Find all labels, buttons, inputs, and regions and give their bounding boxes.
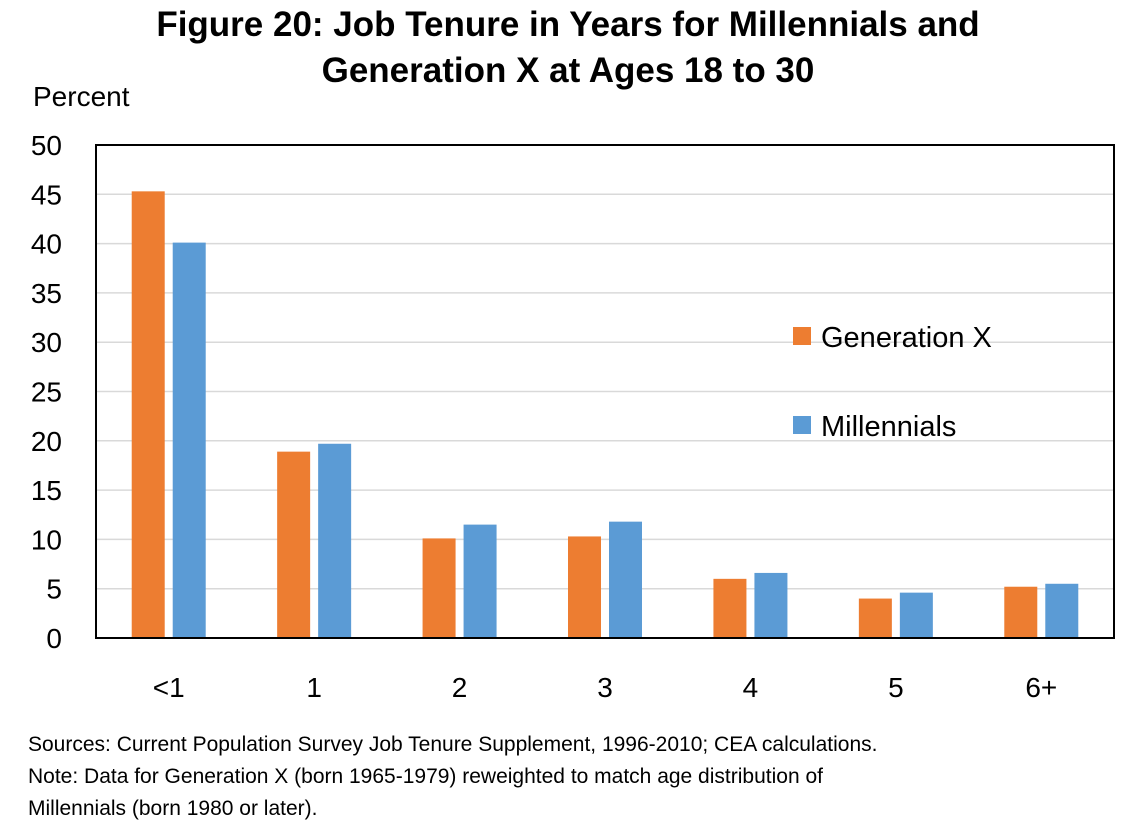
legend-label: Generation X (821, 322, 992, 354)
x-tick-label: 5 (888, 672, 904, 703)
bar-millennials (609, 521, 642, 638)
x-tick-label: 1 (306, 672, 322, 703)
legend-label: Millennials (821, 411, 956, 443)
legend: Generation X Millennials (793, 322, 992, 443)
y-tick-label: 30 (31, 327, 62, 358)
note-line-2: Note: Data for Generation X (born 1965-1… (28, 765, 823, 788)
bar-millennials (318, 443, 352, 638)
y-tick-label: 20 (31, 426, 62, 457)
bar-millennials (754, 572, 788, 638)
bars (131, 191, 1079, 639)
bar-generation-x (713, 578, 747, 638)
x-tick-label: 4 (743, 672, 759, 703)
legend-swatch (793, 416, 811, 434)
chart-title-line-2: Generation X at Ages 18 to 30 (321, 51, 815, 90)
legend-swatch (793, 327, 811, 345)
legend-item: Millennials (793, 411, 956, 443)
bar-generation-x (858, 598, 892, 638)
bar-millennials (1045, 583, 1079, 638)
bar-millennials (899, 592, 933, 638)
bar-millennials (463, 524, 497, 638)
plot-area (95, 144, 1115, 639)
y-axis-label: Percent (33, 81, 130, 112)
y-tick-label: 25 (31, 377, 62, 408)
bar-generation-x (1004, 586, 1038, 638)
source-notes: Sources: Current Population Survey Job T… (28, 729, 877, 825)
bar-generation-x (277, 451, 311, 638)
bar-millennials (172, 242, 206, 638)
chart-title: Figure 20: Job Tenure in Years for Mille… (0, 2, 1136, 94)
x-tick-label: 6+ (1025, 672, 1057, 703)
bar-generation-x (568, 536, 601, 638)
y-tick-label: 40 (31, 229, 62, 260)
x-axis-tick-labels: <1 1 2 3 4 5 6+ (153, 672, 1058, 703)
y-tick-label: 45 (31, 179, 62, 210)
chart-title-line-1: Figure 20: Job Tenure in Years for Mille… (156, 5, 980, 44)
y-tick-label: 35 (31, 278, 62, 309)
y-tick-label: 0 (46, 623, 62, 654)
gridlines (96, 193, 1114, 590)
note-line-1: Sources: Current Population Survey Job T… (28, 733, 878, 756)
bar-generation-x (131, 191, 165, 639)
legend-item: Generation X (793, 322, 992, 354)
y-tick-label: 15 (31, 475, 62, 506)
y-axis-tick-labels: 0 5 10 15 20 25 30 35 40 45 50 (31, 130, 62, 654)
x-tick-label: 2 (452, 672, 468, 703)
y-tick-label: 5 (46, 574, 62, 605)
y-tick-label: 50 (31, 130, 62, 161)
x-tick-label: <1 (153, 672, 185, 703)
x-tick-label: 3 (597, 672, 613, 703)
y-tick-label: 10 (31, 524, 62, 555)
note-line-3: Millennials (born 1980 or later). (28, 797, 318, 820)
bar-generation-x (422, 538, 456, 638)
